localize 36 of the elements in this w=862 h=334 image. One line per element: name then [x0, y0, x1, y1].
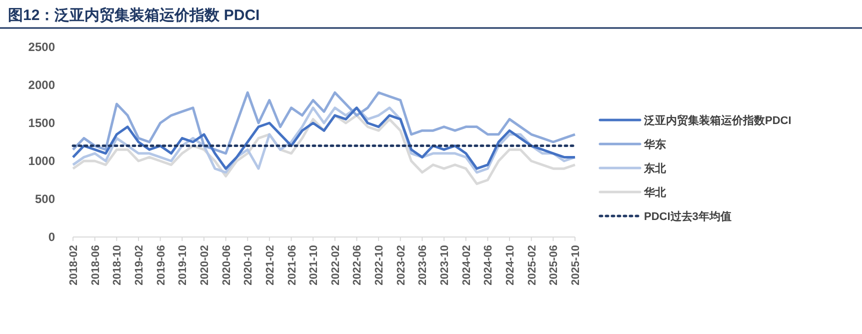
x-tick-label: 2022-06 — [352, 245, 364, 286]
x-tick-label: 2024-02 — [460, 245, 473, 286]
y-tick-label: 2000 — [28, 78, 56, 92]
x-tick-label: 2019-02 — [133, 245, 146, 286]
legend-label: 华东 — [643, 138, 666, 151]
x-tick-label: 2023-06 — [417, 245, 430, 286]
y-tick-label: 0 — [48, 230, 56, 244]
x-tick-label: 2022-10 — [374, 245, 386, 286]
y-tick-label: 2500 — [28, 40, 56, 54]
x-tick-label: 2018-02 — [68, 245, 80, 286]
x-tick-label: 2021-02 — [264, 245, 276, 286]
x-tick-label: 2020-06 — [220, 245, 233, 286]
x-tick-label: 2021-06 — [286, 245, 298, 286]
x-tick-label: 2018-06 — [90, 245, 102, 286]
x-tick-label: 2020-10 — [242, 245, 255, 286]
x-tick-label: 2025-02 — [526, 245, 538, 286]
x-tick-label: 2018-10 — [112, 245, 124, 286]
x-tick-label: 2020-02 — [198, 245, 211, 286]
x-tick-label: 2019-10 — [177, 245, 190, 286]
x-tick-label: 2025-06 — [548, 245, 560, 286]
y-tick-label: 1000 — [28, 154, 56, 168]
x-tick-label: 2021-10 — [308, 245, 320, 286]
legend-label: 泛亚内贸集装箱运价指数PDCI — [643, 114, 792, 127]
x-tick-label: 2023-10 — [439, 245, 452, 286]
x-tick-label: 2019-06 — [155, 245, 168, 286]
x-tick-label: 2023-02 — [395, 245, 408, 286]
chart-title: 图12：泛亚内贸集装箱运价指数 PDCI — [8, 7, 260, 24]
y-tick-label: 1500 — [28, 116, 56, 130]
x-tick-label: 2022-02 — [330, 245, 342, 286]
x-tick-label: 2024-10 — [504, 245, 517, 286]
y-tick-label: 500 — [34, 192, 56, 206]
legend-label: 东北 — [643, 162, 667, 175]
x-tick-label: 2024-06 — [482, 245, 495, 286]
legend-label: PDCI过去3年均值 — [644, 210, 732, 223]
x-tick-label: 2025-10 — [570, 245, 582, 286]
legend-label: 华北 — [643, 186, 667, 199]
